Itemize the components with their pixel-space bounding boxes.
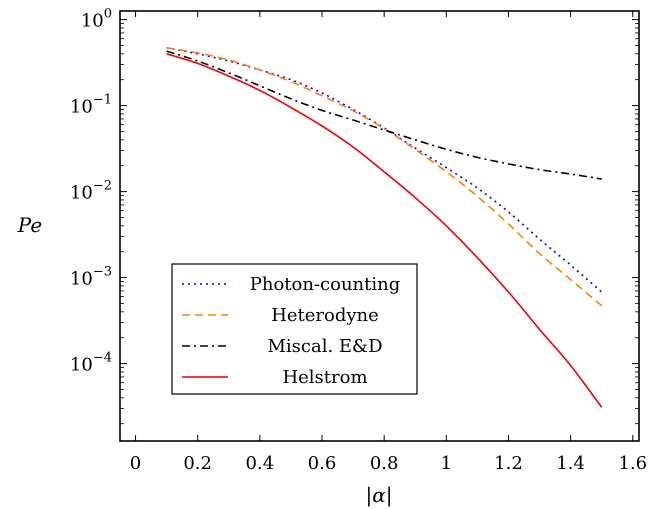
series-line-3 bbox=[166, 53, 603, 408]
x-tick-label: 1.2 bbox=[494, 453, 523, 474]
x-tick-label: 1.6 bbox=[618, 453, 647, 474]
x-tick-label: 0.2 bbox=[183, 453, 212, 474]
x-tick-label: 0 bbox=[130, 453, 141, 474]
y-tick-label: 100 bbox=[81, 7, 112, 32]
legend-label-0: Photon-counting bbox=[250, 274, 401, 295]
y-tick-labels: 100 10−1 10−2 10−3 10−4 bbox=[70, 7, 112, 376]
legend: Photon-counting Heterodyne Miscal. E&D Hels… bbox=[171, 263, 418, 395]
x-tick-label: 0.6 bbox=[308, 453, 337, 474]
plot-frame bbox=[119, 10, 640, 442]
y-tick-label: 10−1 bbox=[70, 93, 112, 118]
legend-box bbox=[171, 263, 418, 395]
x-tick-label: 1.4 bbox=[556, 453, 585, 474]
legend-label-2: Miscal. E&D bbox=[267, 336, 382, 357]
series-line-1 bbox=[166, 47, 603, 307]
series-line-2 bbox=[166, 50, 602, 180]
legend-label-3: Helstrom bbox=[282, 367, 367, 388]
y-tick-label: 10−3 bbox=[70, 265, 112, 290]
x-axis-label: |α| bbox=[366, 483, 393, 508]
legend-label-1: Heterodyne bbox=[271, 305, 379, 326]
legend-items: Photon-counting Heterodyne Miscal. E&D Hels… bbox=[182, 274, 400, 388]
y-axis-label: Pe bbox=[17, 213, 42, 237]
series-line-0 bbox=[166, 47, 603, 293]
x-tick-label: 0.4 bbox=[246, 453, 275, 474]
series-lines bbox=[166, 47, 603, 408]
x-tick-label: 0.8 bbox=[370, 453, 399, 474]
x-tick-label: 1 bbox=[441, 453, 452, 474]
x-tick-labels: 0 0.2 0.4 0.6 0.8 1 1.2 1.4 1.6 bbox=[130, 453, 647, 474]
y-tick-label: 10−4 bbox=[70, 351, 112, 376]
y-tick-label: 10−2 bbox=[70, 179, 112, 204]
